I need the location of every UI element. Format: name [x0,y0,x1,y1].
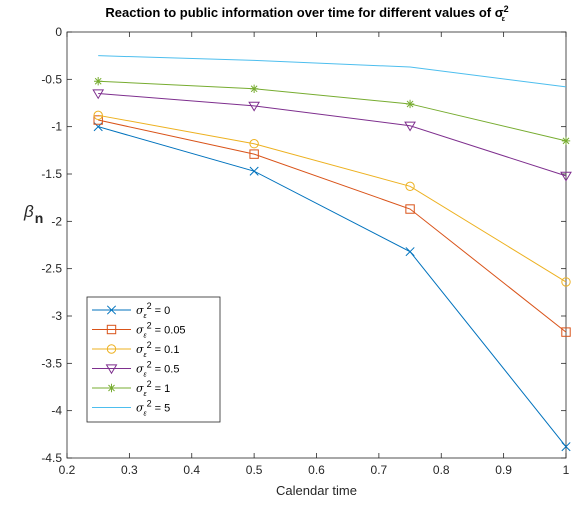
legend-marker [107,383,116,393]
series-line [98,119,567,333]
y-tick-label: -3.5 [41,356,62,370]
x-tick-label: 0.6 [308,463,325,477]
data-point [249,149,259,159]
data-point [248,101,261,112]
legend-marker [106,305,117,315]
legend-label: σε2 = 0.05 [136,321,186,340]
x-axis-label: Calendar time [276,483,357,498]
legend-entry: σε2 = 0.1 [92,340,179,359]
legend-label: σε2 = 5 [136,399,170,418]
legend-entry: σε2 = 0.05 [92,321,186,340]
axis-ticks: 0.2 0.3 0.4 0.5 0.6 0.7 0.8 0.9 1 0 -0.5 -1 -1.5 -2 -2… [41,25,569,477]
x-tick-label: 0.2 [59,463,76,477]
data-point [561,277,571,287]
y-tick-label: -4.5 [41,451,62,465]
y-tick-label: -4 [51,404,62,418]
series-3 [92,89,572,182]
y-axis-label: βn [23,202,43,226]
legend-label: σε2 = 1 [136,379,170,398]
legend-label: σε2 = 0 [136,301,170,320]
x-tick-label: 1 [563,463,570,477]
data-point [93,122,103,132]
data-point [93,110,103,121]
y-tick-label: -3 [51,309,62,323]
legend-entry: σε2 = 5 [92,399,170,418]
series-line [98,55,567,88]
legend-entry: σε2 = 0.5 [92,360,179,379]
x-tick-label: 0.7 [371,463,388,477]
chart-title: Reaction to public information over time… [105,4,508,23]
y-tick-label: -1.5 [41,167,62,181]
series-5 [98,55,567,88]
axis-labels: Calendar time βn [23,202,357,498]
data-point [92,89,105,100]
data-point [404,121,416,132]
legend-entry: σε2 = 0 [92,301,170,320]
data-point [561,442,571,452]
legend-box [86,296,221,423]
legend-marker [106,344,117,354]
y-tick-label: -2.5 [41,262,62,276]
series-line [98,126,567,447]
series-4 [93,77,571,146]
x-tick-label: 0.9 [495,463,512,477]
data-point [249,84,259,93]
data-point [560,171,572,182]
series-line [98,114,567,283]
data-point [249,139,259,149]
y-tick-label: -0.5 [41,72,62,86]
legend-marker [105,364,118,375]
data-point [93,115,103,125]
data-point [405,181,415,192]
series-line [98,93,567,177]
series-2 [93,110,571,287]
data-point [561,136,571,146]
legend-marker [106,324,117,335]
data-point [249,166,259,176]
y-tick-label: 0 [55,25,62,39]
x-tick-label: 0.8 [433,463,450,477]
data-point [405,204,415,214]
x-tick-label: 0.4 [183,463,200,477]
data-point [561,327,571,337]
series-lines [92,55,572,452]
legend-entry: σε2 = 1 [92,379,170,398]
x-tick-label: 0.3 [121,463,138,477]
data-point [405,247,415,257]
y-tick-label: -2 [51,214,62,228]
chart-title-text: Reaction to public information over time… [105,4,508,23]
series-line [98,80,567,142]
data-point [405,99,415,109]
series-1 [93,115,571,337]
y-tick-label: -1 [51,120,62,134]
legend-label: σε2 = 0.5 [136,360,179,379]
data-point [93,77,103,86]
x-tick-label: 0.5 [246,463,263,477]
legend-label: σε2 = 0.1 [136,340,179,359]
